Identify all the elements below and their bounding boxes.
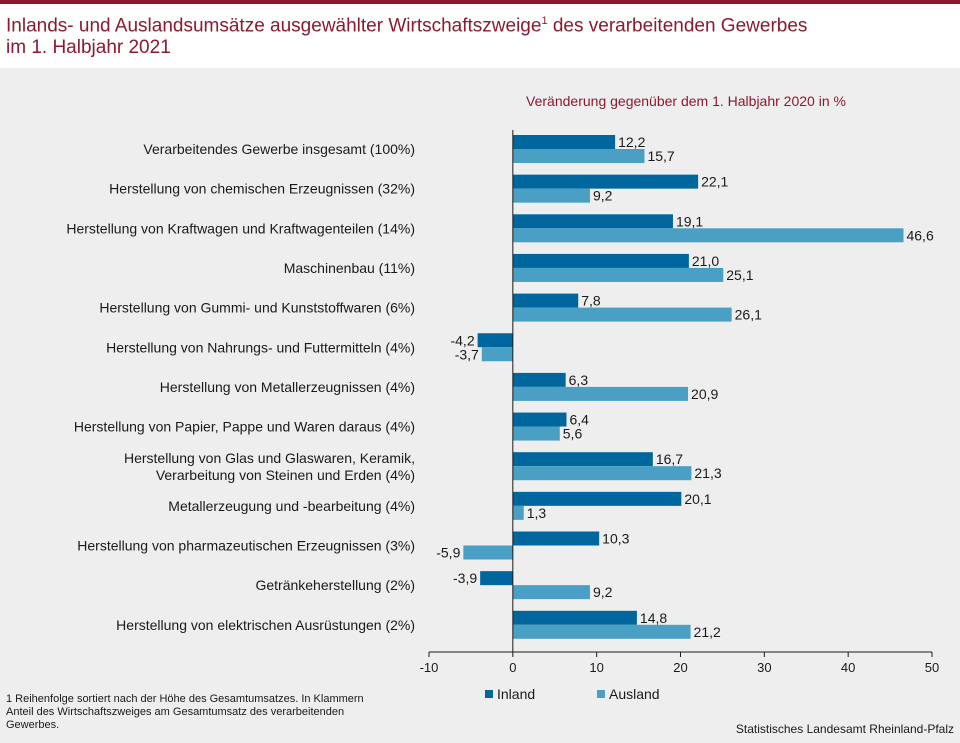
category-label: Herstellung von Metallerzeugnissen (4%) xyxy=(160,379,415,395)
ausland-bar xyxy=(481,347,513,362)
value-label: 6,3 xyxy=(569,372,589,388)
category-label: Herstellung von Gummi- und Kunststoffwar… xyxy=(99,300,415,316)
ausland-bar xyxy=(512,228,904,243)
inland-bar xyxy=(512,135,616,149)
ausland-bar xyxy=(463,545,513,560)
inland-bar xyxy=(512,531,600,546)
value-label: 46,6 xyxy=(906,227,933,243)
title-line-2: im 1. Halbjahr 2021 xyxy=(6,37,171,59)
category-label: Metallerzeugung und -bearbeitung (4%) xyxy=(168,498,415,514)
value-label: 26,1 xyxy=(735,307,762,323)
value-label: 20,9 xyxy=(691,386,718,402)
x-tick-label: 30 xyxy=(757,660,771,675)
value-label: 5,6 xyxy=(563,426,583,442)
legend-label-ausland: Ausland xyxy=(609,686,660,702)
ausland-bar xyxy=(512,426,560,441)
ausland-bar xyxy=(512,267,724,282)
value-label: 25,1 xyxy=(726,267,753,283)
value-label: 21,2 xyxy=(694,624,721,640)
value-label: 21,3 xyxy=(694,465,721,481)
category-label: Herstellung von pharmazeutischen Erzeugn… xyxy=(77,538,415,554)
chart-header: Inlands- und Auslandsumsätze ausgewählte… xyxy=(0,4,960,68)
value-label: 7,8 xyxy=(581,293,601,309)
ausland-bar xyxy=(512,624,691,639)
value-label: 9,2 xyxy=(593,188,613,204)
inland-bar xyxy=(512,174,699,189)
value-label: 16,7 xyxy=(656,451,683,467)
x-tick-label: 0 xyxy=(509,660,516,675)
value-label: 22,1 xyxy=(701,174,728,190)
category-label: Herstellung von Nahrungs- und Futtermitt… xyxy=(106,339,415,355)
ausland-bar xyxy=(512,466,692,481)
title-main: Inlands- und Auslandsumsätze ausgewählte… xyxy=(6,15,542,37)
value-label: 10,3 xyxy=(602,531,629,547)
value-label: -3,7 xyxy=(455,346,479,362)
inland-bar xyxy=(512,452,653,467)
ausland-bar xyxy=(512,585,590,600)
inland-bar xyxy=(512,610,637,625)
chart-subtitle: Veränderung gegenüber dem 1. Halbjahr 20… xyxy=(526,93,846,109)
category-label: Herstellung von Kraftwagen und Kraftwage… xyxy=(66,220,415,236)
ausland-bar xyxy=(512,505,524,520)
value-label: 21,0 xyxy=(692,253,719,269)
inland-bar xyxy=(512,214,673,229)
inland-bar xyxy=(477,333,513,348)
ausland-bar xyxy=(512,307,732,322)
top-accent-bar xyxy=(0,0,960,4)
chart-area xyxy=(0,68,960,743)
ausland-bar xyxy=(512,386,689,401)
ausland-bar xyxy=(512,149,645,163)
category-label: Verarbeitendes Gewerbe insgesamt (100%) xyxy=(143,141,415,157)
footnote: 1 Reihenfolge sortiert nach der Höhe des… xyxy=(6,693,364,731)
legend-label-inland: Inland xyxy=(497,686,535,702)
category-label: Herstellung von chemischen Erzeugnissen … xyxy=(109,181,415,197)
value-label: 1,3 xyxy=(527,505,547,521)
legend-swatch-inland xyxy=(485,690,493,698)
x-tick-label: 40 xyxy=(841,660,855,675)
category-label: Herstellung von Papier, Pappe und Waren … xyxy=(74,419,415,435)
x-tick-label: 50 xyxy=(925,660,939,675)
legend-swatch-ausland xyxy=(597,690,605,698)
inland-bar xyxy=(512,491,682,506)
title-footnote-marker: 1 xyxy=(541,15,548,27)
value-label: 9,2 xyxy=(593,584,613,600)
value-label: 14,8 xyxy=(640,610,667,626)
title-rest: des verarbeitenden Gewerbes xyxy=(547,15,808,37)
value-label: -4,2 xyxy=(450,332,474,348)
x-tick-label: -10 xyxy=(420,660,439,675)
category-label: Herstellung von elektrischen Ausrüstunge… xyxy=(116,617,415,633)
inland-bar xyxy=(512,253,689,268)
value-label: 19,1 xyxy=(676,213,703,229)
value-label: 20,1 xyxy=(684,491,711,507)
category-label: Maschinenbau (11%) xyxy=(284,260,415,276)
chart-title: Inlands- und Auslandsumsätze ausgewählte… xyxy=(6,10,807,59)
inland-bar xyxy=(480,571,513,586)
category-label: Verarbeitung von Steinen und Erden (4%) xyxy=(156,467,415,483)
category-label: Getränkeherstellung (2%) xyxy=(255,577,415,593)
category-label: Herstellung von Glas und Glaswaren, Kera… xyxy=(124,450,415,466)
value-label: 6,4 xyxy=(569,412,589,428)
x-tick-label: 10 xyxy=(589,660,603,675)
value-label: -5,9 xyxy=(436,545,460,561)
value-label: 12,2 xyxy=(618,134,645,150)
value-label: -3,9 xyxy=(453,570,477,586)
inland-bar xyxy=(512,293,579,308)
value-label: 15,7 xyxy=(647,148,674,164)
source-credit: Statistisches Landesamt Rheinland-Pfalz xyxy=(735,722,954,736)
x-tick-label: 20 xyxy=(673,660,687,675)
inland-bar xyxy=(512,372,566,387)
ausland-bar xyxy=(512,188,590,203)
inland-bar xyxy=(512,412,567,427)
